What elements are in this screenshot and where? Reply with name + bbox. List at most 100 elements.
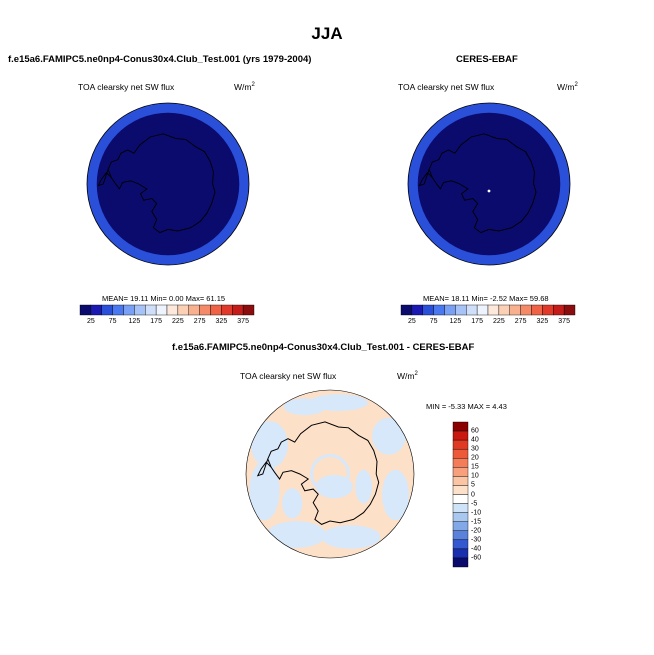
panel-2-colorbar-swatch	[400, 304, 413, 316]
panel-3-colorbar-swatch	[452, 521, 469, 531]
panel-1-units: W/m2	[234, 82, 255, 92]
panel-2-colorbar-swatch	[466, 304, 478, 316]
panel-3-colorbar-tick-label: 5	[471, 481, 475, 489]
panel-3-colorbar-tick-label: 30	[471, 445, 479, 453]
panel-3-colorbar-tick-label: 0	[471, 491, 475, 498]
diff-negative-patch	[372, 417, 406, 455]
panel-3-colorbar-tick-label: 40	[471, 436, 479, 444]
panel-1-colorbar-swatch	[188, 304, 200, 316]
panel-3-colorbar-tick-label: -10	[471, 509, 482, 517]
panel-1-colorbar-tick-label: 325	[215, 318, 228, 325]
diff-negative-patch	[251, 421, 288, 469]
panel-1-colorbar-swatch	[242, 304, 255, 316]
panel-2-colorbar-tick-label: 325	[536, 318, 549, 325]
diff-negative-patch	[283, 398, 326, 416]
panel-3-colorbar-swatch	[452, 439, 469, 450]
panel-2-colorbar-labels: 25 75 125 175 225 275 325 375	[401, 318, 575, 328]
panel-3-colorbar-tick-label: -30	[471, 536, 482, 544]
panel-3-colorbar-swatch	[452, 557, 469, 568]
panel-1-colorbar-swatch	[79, 304, 92, 316]
panel-1-colorbar-swatch	[177, 304, 189, 316]
panel-2-colorbar-swatch	[563, 304, 576, 316]
panel-2-colorbar-tick-label: 275	[514, 318, 527, 325]
diff-negative-patches	[249, 394, 409, 549]
panel-3-colorbar-tick-label: -40	[471, 545, 482, 553]
panel-2-colorbar-swatch	[476, 304, 489, 316]
panel-2-coastline	[418, 133, 537, 234]
panel-3-colorbar-tick-label: -5	[471, 500, 478, 508]
panel-3-colorbar-swatch	[452, 530, 469, 541]
panel-2-colorbar	[400, 304, 576, 316]
panel-1-colorbar-tick-label: 75	[108, 318, 117, 325]
panel-3-colorbar-tick-label: -60	[471, 554, 482, 562]
panel-2-colorbar-swatch	[542, 304, 554, 316]
panel-3-colorbar-tick-label: -20	[471, 527, 482, 535]
panel-2-colorbar-swatch	[531, 304, 543, 316]
panel-1-colorbar-swatch	[145, 304, 157, 316]
panel-1-colorbar-swatch	[134, 304, 146, 316]
diff-inner-ring	[310, 454, 350, 494]
panel-1-variable: TOA clearsky net SW flux	[78, 82, 175, 92]
panel-2-colorbar-swatch	[487, 304, 500, 316]
panel-1-interior	[96, 112, 240, 256]
panel-1-colorbar-swatch	[112, 304, 124, 316]
panel-1-colorbar-swatch	[90, 304, 102, 316]
panel-1-stats: MEAN= 19.11 Min= 0.00 Max= 61.15	[102, 294, 226, 303]
panel-3-variable: TOA clearsky net SW flux	[240, 371, 337, 381]
panel-1-colorbar-swatch	[123, 304, 135, 316]
panel-1-colorbar-tick-label: 225	[172, 318, 184, 325]
panel-3-colorbar-tick-label: 60	[471, 427, 479, 435]
panel-2-colorbar-tick-label: 25	[407, 318, 416, 325]
panel-3-colorbar-tick-label: 20	[471, 454, 479, 462]
panel-1-map	[86, 102, 250, 266]
panel-1-title: f.e15a6.FAMIPC5.ne0np4-Conus30x4.Club_Te…	[8, 54, 312, 65]
panel-3-colorbar-tick-label: 10	[471, 472, 479, 480]
panel-2-colorbar-swatch	[455, 304, 467, 316]
panel-2-units: W/m2	[557, 82, 578, 92]
diff-negative-patch	[267, 521, 326, 548]
diff-negative-patch	[249, 461, 280, 521]
panel-3-stats: MIN = -5.33 MAX = 4.43	[426, 402, 507, 411]
panel-2-colorbar-swatch	[444, 304, 456, 316]
panel-2-colorbar-swatch	[498, 304, 510, 316]
panel-2-colorbar-tick-label: 75	[429, 318, 438, 325]
diff-negative-patch	[355, 469, 372, 504]
panel-2-colorbar-tick-label: 175	[471, 318, 483, 325]
panel-3-colorbar-swatch	[452, 458, 469, 468]
panel-3-colorbar-swatch	[452, 494, 469, 504]
panel-3-colorbar	[452, 421, 469, 568]
panel-1-colorbar-swatch	[155, 304, 168, 316]
panel-2-colorbar-swatch	[520, 304, 532, 316]
panel-2-interior	[417, 112, 561, 256]
panel-3-colorbar-swatch	[452, 448, 469, 459]
panel-1-colorbar-tick-label: 275	[193, 318, 206, 325]
panel-1-colorbar-swatch	[199, 304, 211, 316]
panel-3-colorbar-swatch	[452, 539, 469, 550]
panel-3-colorbar-tick-label: 15	[471, 463, 479, 471]
panel-1-coastline	[97, 133, 216, 234]
panel-1-colorbar-swatch	[221, 304, 233, 316]
panel-1-colorbar-tick-label: 375	[237, 318, 249, 325]
panel-3-colorbar-labels: 60 40 30 20 15 10 5 0 -5 -10 -15 -20 -30 -40 -60	[471, 422, 501, 567]
panel-1-colorbar-swatch	[210, 304, 222, 316]
panel-2-variable: TOA clearsky net SW flux	[398, 82, 495, 92]
diff-coastline	[256, 421, 380, 525]
panel-2-colorbar-swatch	[509, 304, 521, 316]
panel-3-units: W/m2	[397, 371, 418, 381]
panel-2-pole-dot	[487, 189, 491, 193]
panel-1-colorbar	[79, 304, 255, 316]
panel-3-colorbar-swatch	[452, 503, 469, 513]
panel-3-colorbar-swatch	[452, 476, 469, 486]
panel-2-colorbar-tick-label: 375	[558, 318, 570, 325]
diff-negative-patch	[321, 525, 381, 549]
diff-negative-patch	[282, 488, 303, 519]
panel-1-colorbar-swatch	[232, 304, 244, 316]
panel-3-title: f.e15a6.FAMIPC5.ne0np4-Conus30x4.Club_Te…	[172, 342, 475, 353]
panel-2-map	[407, 102, 571, 266]
panel-1-colorbar-swatch	[101, 304, 113, 316]
panel-3-map	[245, 389, 415, 559]
panel-1-colorbar-tick-label: 125	[128, 318, 141, 325]
page-title: JJA	[311, 24, 343, 43]
panel-2-colorbar-tick-label: 125	[449, 318, 462, 325]
panel-2-colorbar-swatch	[411, 304, 423, 316]
